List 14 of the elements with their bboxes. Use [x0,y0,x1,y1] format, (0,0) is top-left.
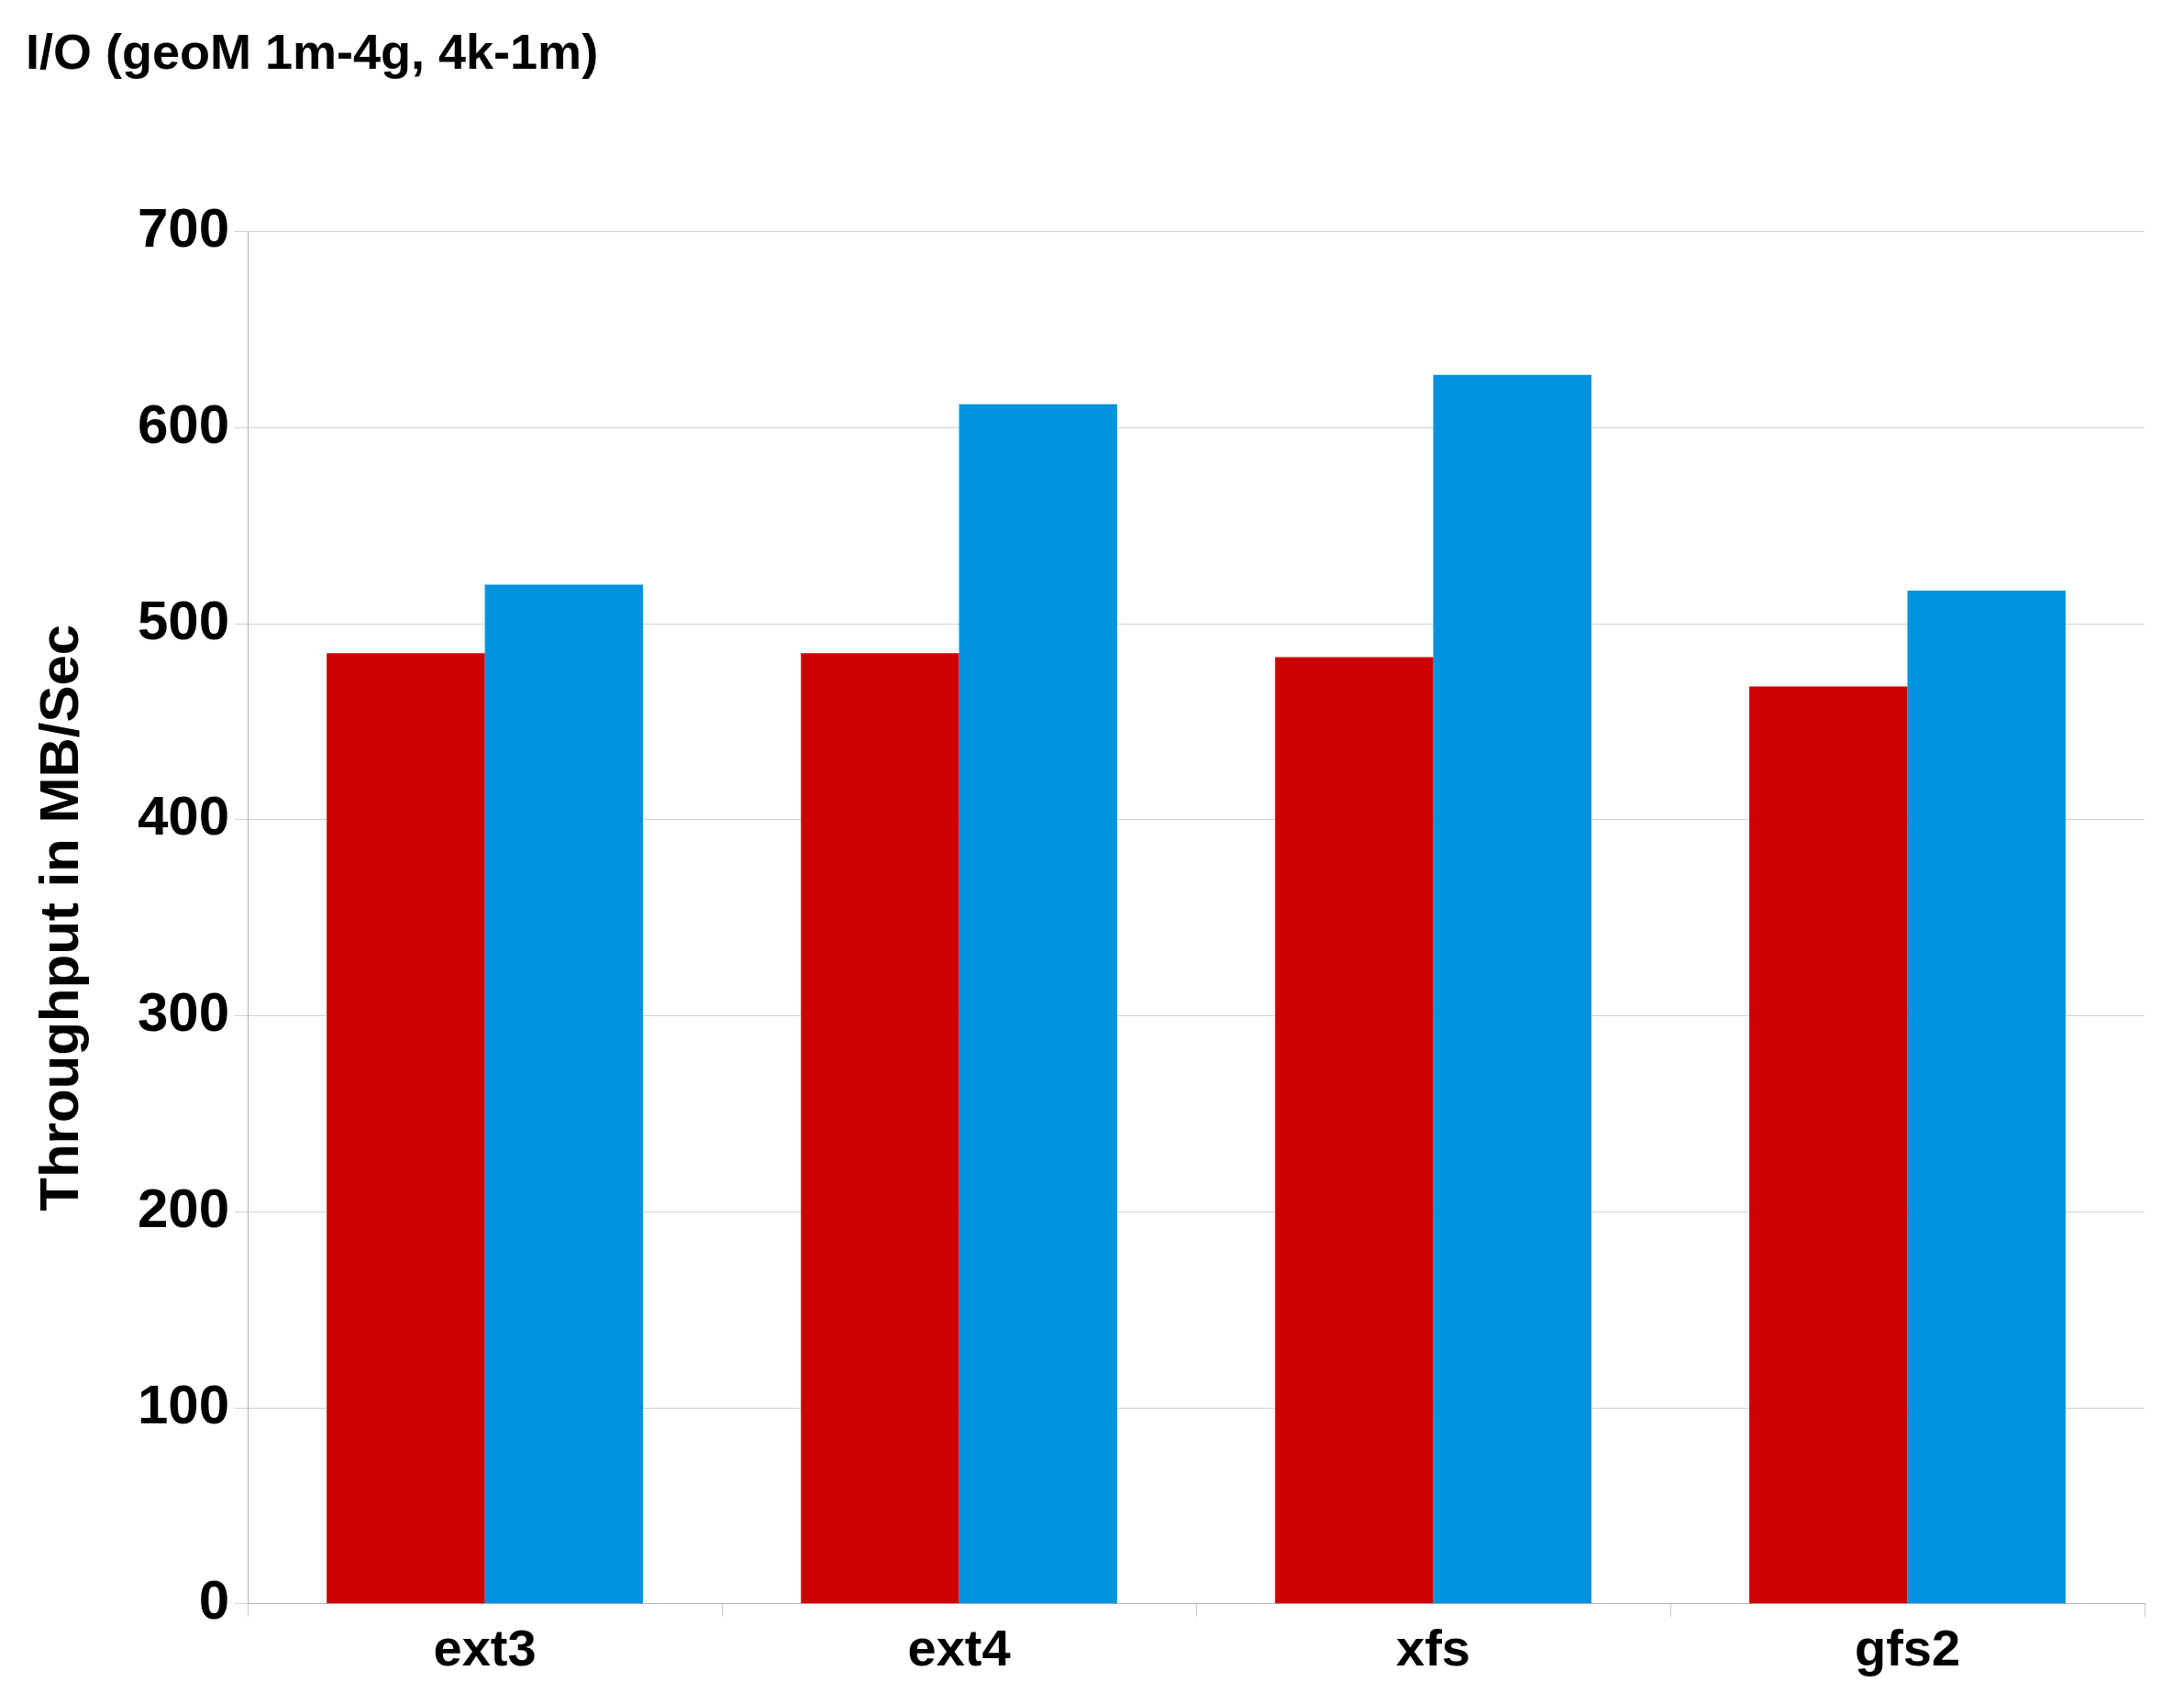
chart-title: I/O (geoM 1m-4g, 4k-1m) [26,24,599,80]
y-tick-label: 200 [138,1177,230,1239]
y-tick-label: 400 [138,785,230,847]
x-tick-label: ext3 [433,1618,537,1676]
y-tick-label: 600 [138,393,230,456]
x-tick-label: ext4 [907,1618,1011,1676]
y-tick-label: 300 [138,981,230,1044]
y-tick-label: 100 [138,1373,230,1435]
y-tick-label: 700 [138,197,230,260]
x-tick-label: xfs [1396,1618,1471,1676]
y-axis-title: Throughput in MB/Sec [28,624,90,1212]
x-tick-label: gfs2 [1854,1618,1961,1676]
y-tick-label: 500 [138,589,230,651]
y-tick-label: 0 [198,1569,230,1632]
